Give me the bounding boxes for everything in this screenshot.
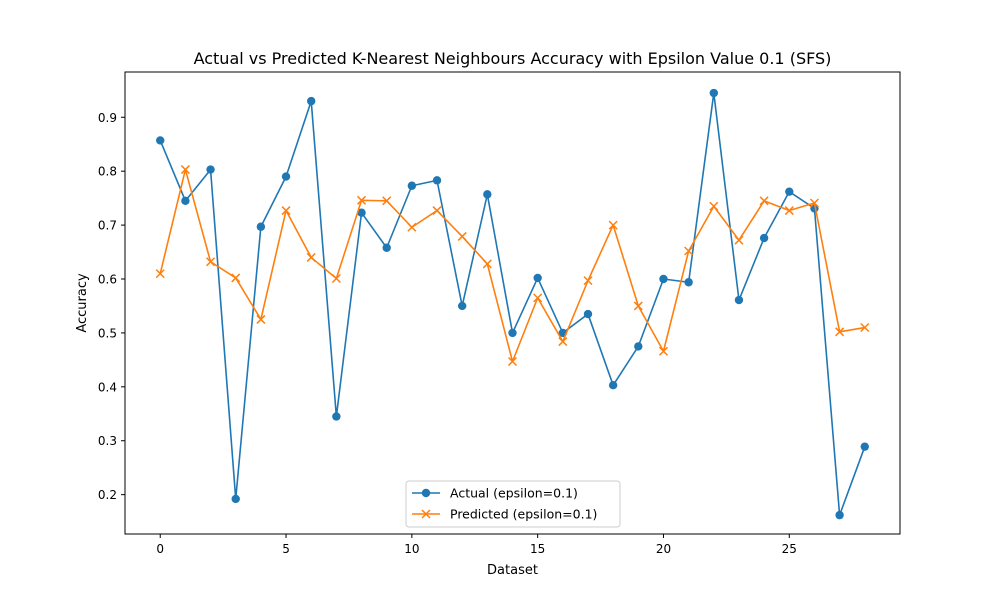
data-point — [232, 495, 240, 503]
y-tick-label: 0.5 — [98, 326, 117, 340]
data-point — [483, 190, 491, 198]
legend-label: Actual (epsilon=0.1) — [450, 486, 578, 501]
data-point — [533, 274, 541, 282]
y-tick-label: 0.4 — [98, 380, 117, 394]
x-tick-label: 10 — [404, 542, 419, 556]
legend: Actual (epsilon=0.1) Predicted (epsilon=0… — [406, 481, 620, 527]
y-tick-label: 0.3 — [98, 434, 117, 448]
x-tick-label: 20 — [656, 542, 671, 556]
data-point — [382, 244, 390, 252]
legend-marker — [422, 489, 430, 497]
data-point — [735, 296, 743, 304]
x-tick-label: 0 — [156, 542, 164, 556]
y-axis-label: Accuracy — [75, 273, 90, 333]
x-tick-label: 5 — [282, 542, 290, 556]
data-point — [710, 89, 718, 97]
data-point — [408, 182, 416, 190]
legend-label: Predicted (epsilon=0.1) — [450, 507, 597, 522]
data-point — [307, 97, 315, 105]
data-point — [257, 223, 265, 231]
data-point — [609, 381, 617, 389]
data-point — [760, 234, 768, 242]
data-point — [181, 197, 189, 205]
data-point — [835, 511, 843, 519]
data-point — [332, 412, 340, 420]
data-point — [861, 442, 869, 450]
data-point — [458, 302, 466, 310]
data-point — [659, 275, 667, 283]
data-point — [433, 176, 441, 184]
data-point — [584, 310, 592, 318]
data-point — [206, 165, 214, 173]
data-point — [684, 278, 692, 286]
y-tick-label: 0.6 — [98, 273, 117, 287]
x-tick-label: 15 — [530, 542, 545, 556]
data-point — [508, 329, 516, 337]
data-point — [156, 136, 164, 144]
chart-title: Actual vs Predicted K-Nearest Neighbours… — [194, 49, 832, 68]
x-tick-label: 25 — [782, 542, 797, 556]
data-point — [785, 187, 793, 195]
y-tick-label: 0.9 — [98, 111, 117, 125]
y-tick-label: 0.8 — [98, 165, 117, 179]
data-point — [282, 172, 290, 180]
y-tick-label: 0.2 — [98, 488, 117, 502]
y-tick-label: 0.7 — [98, 219, 117, 233]
data-point — [634, 342, 642, 350]
x-axis-label: Dataset — [487, 563, 538, 578]
